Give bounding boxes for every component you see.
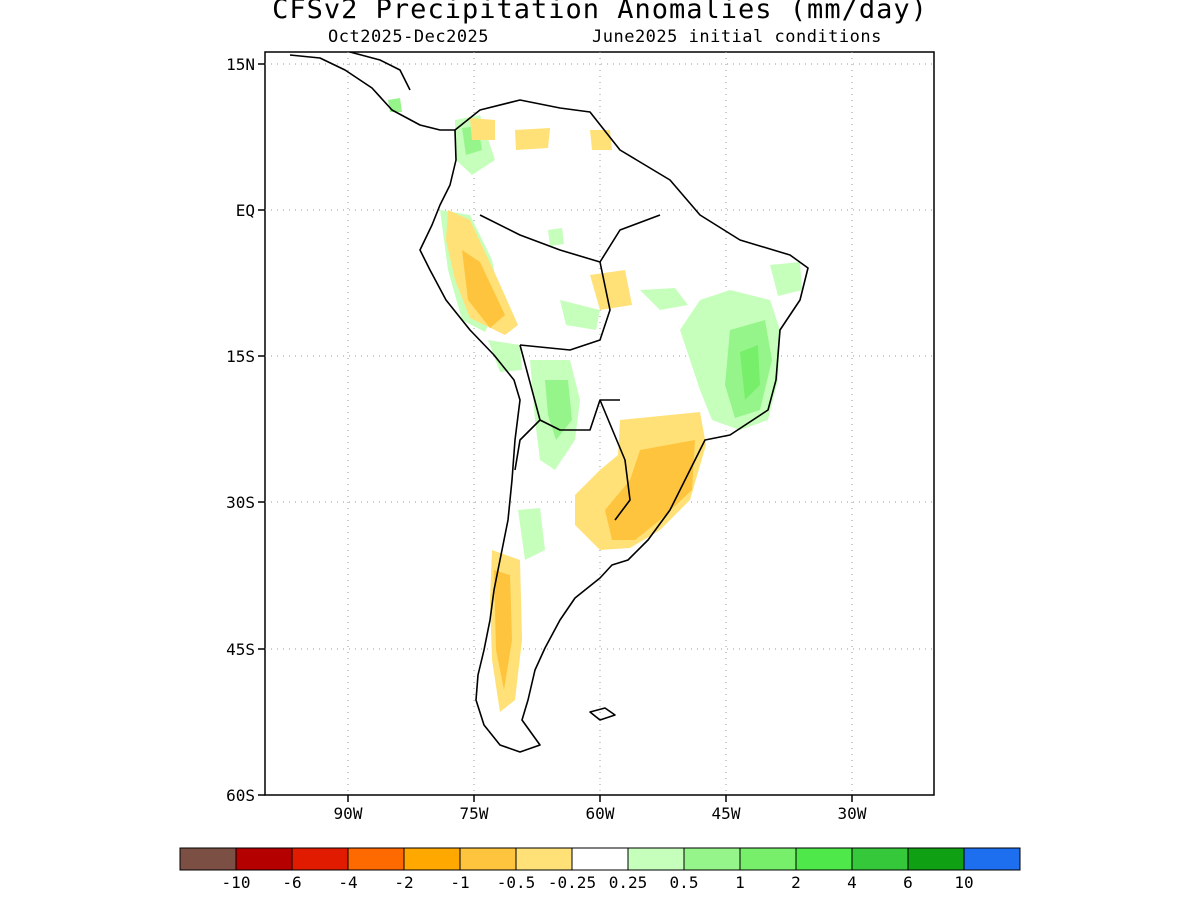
- dry-anomaly-southeast-brazil-core: [605, 440, 695, 540]
- central-america-coastline: [289, 51, 455, 131]
- falkland-islands: [589, 707, 616, 721]
- legend-label: 4: [847, 873, 857, 892]
- lon-label-75w: 75W: [460, 804, 489, 823]
- legend-swatch: [571, 847, 629, 871]
- legend-swatch: [963, 847, 1021, 871]
- lon-label-60w: 60W: [586, 804, 615, 823]
- legend-label: -6: [282, 873, 301, 892]
- legend-swatch: [683, 847, 741, 871]
- color-legend: -10 -6 -4 -2 -1 -0.5 -0.25 0.25 0.5 1 2 4 6 10: [179, 847, 1021, 892]
- legend-label: 10: [954, 873, 973, 892]
- wet-anomaly-argentina: [518, 508, 545, 560]
- map-frame: [264, 51, 935, 796]
- lon-label-90w: 90W: [334, 804, 363, 823]
- legend-label: -0.5: [497, 873, 536, 892]
- legend-label: -2: [394, 873, 413, 892]
- dry-anomaly-colombia: [470, 118, 495, 140]
- legend-label: 1: [735, 873, 745, 892]
- country-borders: [479, 214, 661, 521]
- legend-label: -10: [222, 873, 251, 892]
- lat-label-15s: 15S: [226, 347, 255, 366]
- forecast-period: Oct2025-Dec2025: [328, 27, 490, 47]
- lat-label-60s: 60S: [226, 786, 255, 805]
- legend-swatch: [235, 847, 293, 871]
- map-title: CFSv2 Precipitation Anomalies (mm/day): [272, 0, 928, 25]
- legend-swatch: [795, 847, 853, 871]
- lat-label-eq: EQ: [236, 201, 255, 220]
- wet-anomaly-amazon: [548, 228, 564, 246]
- legend-swatch: [627, 847, 685, 871]
- lat-label-45s: 45S: [226, 640, 255, 659]
- wet-anomaly-peru: [488, 340, 522, 372]
- legend-swatch: [515, 847, 573, 871]
- dry-anomaly-chile-core: [494, 570, 512, 690]
- wet-anomaly-northeast-brazil: [770, 262, 802, 296]
- wet-anomaly-east-brazil-peak: [740, 345, 760, 400]
- legend-label: -1: [450, 873, 469, 892]
- legend-swatch: [907, 847, 965, 871]
- legend-swatch: [291, 847, 349, 871]
- legend-swatch: [179, 847, 237, 871]
- south-america-coastline: [419, 99, 809, 753]
- axis-ticks: [258, 63, 853, 802]
- wet-anomaly-central-brazil: [640, 288, 688, 310]
- lon-label-45w: 45W: [712, 804, 741, 823]
- dry-anomaly-guiana: [590, 130, 612, 150]
- dry-anomaly-venezuela: [515, 128, 550, 150]
- dry-anomaly-andes-peru-core: [462, 250, 505, 328]
- legend-swatch: [347, 847, 405, 871]
- legend-label: -0.25: [548, 873, 596, 892]
- legend-label: -4: [338, 873, 357, 892]
- legend-swatch: [459, 847, 517, 871]
- legend-swatch: [851, 847, 909, 871]
- lat-label-30s: 30S: [226, 493, 255, 512]
- legend-swatch: [403, 847, 461, 871]
- legend-swatch: [739, 847, 797, 871]
- lat-label-15n: 15N: [226, 55, 255, 74]
- lon-label-30w: 30W: [838, 804, 867, 823]
- coastlines: [289, 51, 809, 753]
- initial-conditions: June2025 initial conditions: [592, 27, 882, 47]
- legend-label: 0.25: [609, 873, 648, 892]
- legend-label: 6: [903, 873, 913, 892]
- legend-label: 0.5: [670, 873, 699, 892]
- dry-anomaly-central-brazil: [590, 270, 632, 310]
- wet-anomaly-patagonia: [560, 300, 600, 330]
- anomaly-shading: [388, 98, 802, 712]
- wet-anomaly-central-america: [388, 98, 402, 112]
- legend-label: 2: [791, 873, 801, 892]
